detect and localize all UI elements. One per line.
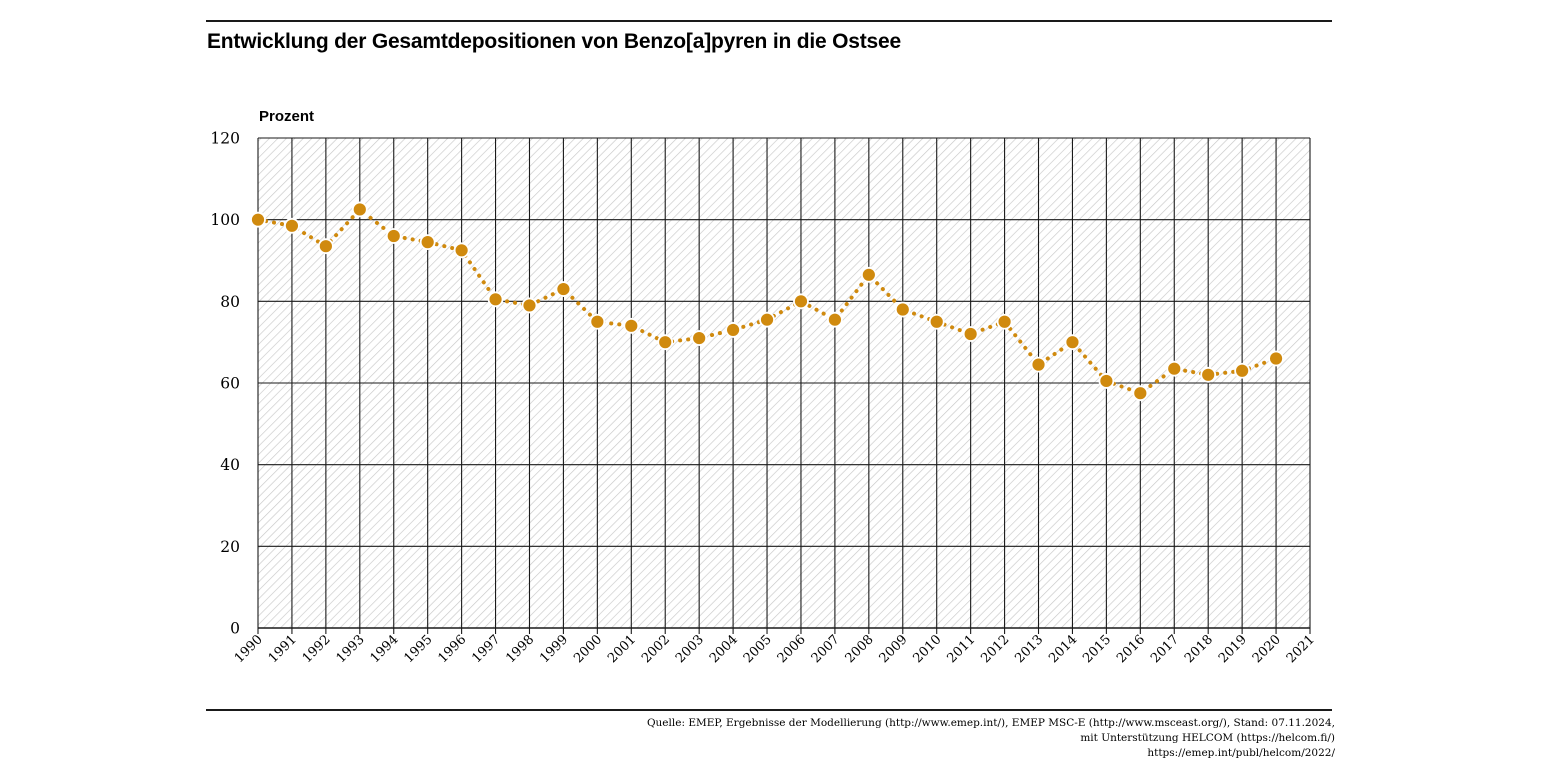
x-tick-label: 2003 <box>673 632 707 666</box>
data-point <box>385 228 402 244</box>
data-point <box>1030 356 1047 373</box>
data-point <box>894 301 911 318</box>
x-tick-label: 2001 <box>605 632 639 666</box>
data-points <box>250 201 1284 402</box>
x-tick-label: 2002 <box>639 632 673 666</box>
data-point <box>691 330 708 346</box>
x-tick-label: 1993 <box>334 632 368 666</box>
data-point <box>250 211 266 228</box>
x-tick-label: 2019 <box>1216 632 1250 666</box>
data-point <box>657 334 674 351</box>
data-point <box>1132 385 1149 402</box>
data-point <box>317 238 334 255</box>
x-tick-label: 2017 <box>1148 632 1182 666</box>
x-tick-label: 1994 <box>368 632 402 666</box>
y-tick-label: 100 <box>210 211 240 229</box>
data-point <box>759 311 775 328</box>
data-point <box>623 317 640 334</box>
data-point <box>793 293 809 310</box>
y-axis-label: Prozent <box>259 108 314 125</box>
data-point <box>827 311 843 328</box>
x-tick-label: 2015 <box>1080 632 1114 666</box>
data-point <box>860 266 877 283</box>
x-tick-label: 1998 <box>503 632 537 666</box>
data-point <box>453 242 470 259</box>
x-tick-label: 2006 <box>775 632 809 666</box>
data-point <box>1268 350 1284 367</box>
x-tick-label: 2016 <box>1114 632 1148 666</box>
x-tick-label: 2000 <box>571 632 605 666</box>
x-tick-label: 2004 <box>707 632 741 666</box>
x-tick-label: 2018 <box>1182 632 1216 666</box>
y-axis-ticks: 0 20 40 60 80 100 120 <box>210 130 240 638</box>
x-tick-label: 2012 <box>978 632 1012 666</box>
bottom-rule <box>206 709 1332 711</box>
data-point <box>284 217 300 234</box>
x-tick-label: 1996 <box>435 632 469 666</box>
x-tick-label: 2013 <box>1012 632 1046 666</box>
horizontal-gridlines <box>258 137 1310 629</box>
x-tick-label: 1997 <box>469 632 503 666</box>
data-point <box>351 201 368 218</box>
y-tick-label: 120 <box>210 130 240 148</box>
x-tick-label: 2005 <box>741 632 775 666</box>
y-tick-label: 20 <box>220 538 240 556</box>
data-point <box>962 326 979 342</box>
y-tick-label: 40 <box>220 456 240 474</box>
data-point <box>487 291 504 308</box>
x-tick-label: 1999 <box>537 632 571 666</box>
x-tick-label: 2020 <box>1250 632 1284 666</box>
data-point <box>1200 366 1217 383</box>
y-tick-label: 60 <box>220 375 240 393</box>
data-point <box>1166 360 1183 377</box>
y-tick-label: 80 <box>220 293 240 311</box>
data-point <box>1064 334 1081 351</box>
top-rule <box>206 20 1332 22</box>
source-note: Quelle: EMEP, Ergebnisse der Modellierun… <box>647 716 1335 761</box>
data-point <box>725 322 741 338</box>
x-tick-label: 1992 <box>300 632 334 666</box>
chart: 0 20 40 60 80 100 120 1990 1991 1992 1993 1994 1995… <box>210 108 1318 666</box>
source-line-1: Quelle: EMEP, Ergebnisse der Modellierun… <box>646 717 1335 729</box>
x-axis-ticks: 1990 1991 1992 1993 1994 1995 1996 1997 1998 1999… <box>232 628 1318 666</box>
x-tick-label: 2010 <box>911 632 945 666</box>
chart-title: Entwicklung der Gesamtdepositionen von B… <box>207 30 901 53</box>
x-tick-label: 2007 <box>809 632 843 666</box>
x-tick-label: 2014 <box>1046 632 1080 666</box>
x-tick-label: 2008 <box>843 632 877 666</box>
data-point <box>419 234 436 251</box>
data-point <box>996 313 1013 330</box>
data-point <box>1234 362 1251 379</box>
x-tick-label: 1991 <box>266 632 300 666</box>
data-point <box>1098 373 1115 389</box>
source-line-2: mit Unterstützung HELCOM (https://helcom… <box>1080 732 1335 744</box>
data-point <box>928 313 945 330</box>
data-point <box>589 313 606 330</box>
data-point <box>555 281 572 297</box>
x-tick-label: 2011 <box>944 632 978 666</box>
x-tick-label: 1995 <box>401 632 435 666</box>
data-point <box>521 297 538 314</box>
x-tick-label: 2021 <box>1284 632 1318 666</box>
x-tick-label: 2009 <box>877 632 911 666</box>
y-tick-label: 0 <box>230 620 240 638</box>
source-line-3: https://emep.int/publ/helcom/2022/ <box>1147 747 1335 759</box>
